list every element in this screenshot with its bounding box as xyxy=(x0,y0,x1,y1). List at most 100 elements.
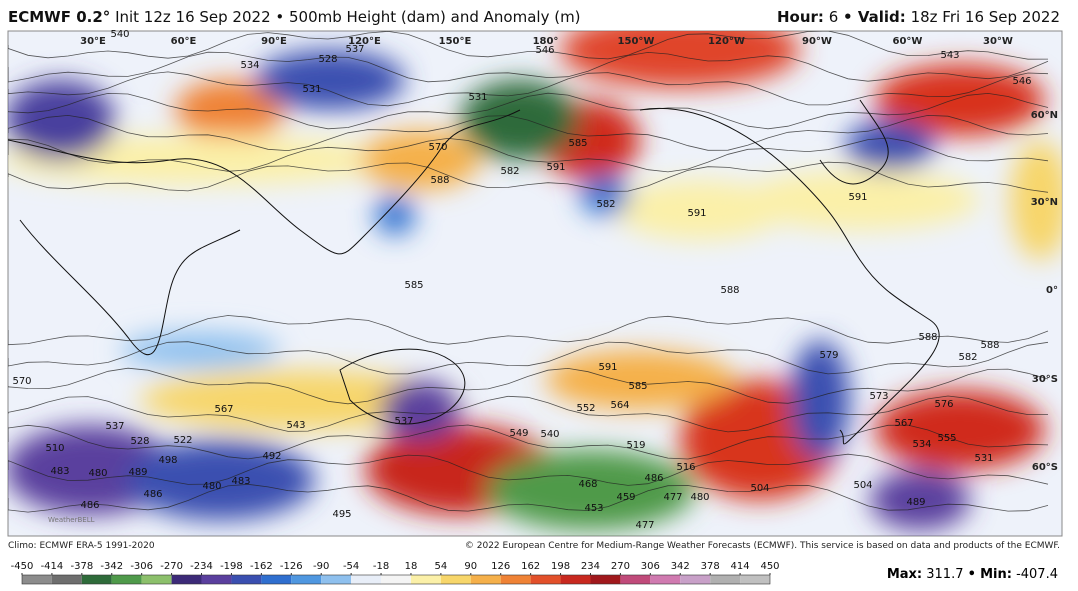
colorbar-bin xyxy=(201,575,232,584)
contour-label: 537 xyxy=(345,44,364,55)
title: Init 12z 16 Sep 2022 • 500mb Height (dam… xyxy=(115,8,581,26)
anomaly-blob xyxy=(545,350,735,410)
separator: • xyxy=(967,567,976,582)
contour-label: 477 xyxy=(663,492,682,503)
contour-label: 534 xyxy=(912,439,931,450)
anomaly-blob xyxy=(1010,140,1062,260)
contour-label: 522 xyxy=(173,435,192,446)
contour-label: 528 xyxy=(318,54,337,65)
coastlines xyxy=(8,99,940,445)
colorbar-bin xyxy=(261,575,292,584)
colorbar: -450 -414 -378 -342 -306 -270 -234 -198 -162 -126… xyxy=(11,561,780,585)
anomaly-blob xyxy=(255,50,405,110)
colorbar-bin xyxy=(470,575,501,584)
contour-label: 591 xyxy=(546,162,565,173)
colorbar-label: -378 xyxy=(70,561,93,572)
colorbar-label: 378 xyxy=(701,561,720,572)
contour-line xyxy=(8,453,1049,486)
colorbar-bin xyxy=(141,575,172,584)
max: 311.7 xyxy=(926,567,964,582)
contour-line xyxy=(8,137,1049,173)
colorbar-bin xyxy=(22,575,52,584)
contour-line xyxy=(8,31,1049,60)
contour-line xyxy=(8,114,1049,152)
colorbar-bin xyxy=(51,575,82,584)
hour: 6 xyxy=(828,8,839,26)
colorbar-label: -126 xyxy=(280,561,303,572)
contour-label: 534 xyxy=(240,60,259,71)
latitude-label: 60°S xyxy=(1032,462,1058,473)
colorbar-bin xyxy=(410,575,441,584)
contour-label: 579 xyxy=(819,350,838,361)
anomaly-blob xyxy=(870,470,970,530)
colorbar-label: 270 xyxy=(611,561,630,572)
contour-line xyxy=(8,161,1049,193)
contour-label: 567 xyxy=(894,418,913,429)
contour-label: 480 xyxy=(88,468,107,479)
anomaly-blob xyxy=(175,80,285,140)
contour-label: 480 xyxy=(690,492,709,503)
contour-label: 588 xyxy=(720,285,739,296)
latitude-label: 30°S xyxy=(1032,374,1058,385)
longitude-label: 60°E xyxy=(171,36,197,47)
contour-label: 498 xyxy=(158,455,177,466)
colorbar-bin xyxy=(740,575,770,584)
colorbar-label: -306 xyxy=(130,561,153,572)
contour-label: 549 xyxy=(509,428,528,439)
latitude-label: 30°N xyxy=(1031,197,1058,208)
contour-label: 585 xyxy=(628,381,647,392)
contour-label: 540 xyxy=(110,29,129,40)
contour-line xyxy=(8,483,1049,513)
contour-label: 492 xyxy=(262,451,281,462)
colorbar-label: 198 xyxy=(551,561,570,572)
contour-label: 483 xyxy=(231,476,250,487)
contours xyxy=(8,31,1049,513)
colorbar-label: -198 xyxy=(220,561,243,572)
longitude-label: 90°W xyxy=(802,36,832,47)
colorbar-label: -54 xyxy=(343,561,359,572)
contour-label: 582 xyxy=(958,352,977,363)
colorbar-bin xyxy=(650,575,681,584)
longitude-label: 90°E xyxy=(261,36,287,47)
colorbar-bin xyxy=(530,575,561,584)
contour-line xyxy=(8,341,1049,375)
contour-label: 588 xyxy=(430,175,449,186)
colorbar-bin xyxy=(111,575,142,584)
colorbar-bin xyxy=(710,575,741,584)
longitude-label: 150°E xyxy=(439,36,472,47)
colorbar-label: 54 xyxy=(435,561,448,572)
contour-label: 468 xyxy=(578,479,597,490)
colorbar-bin xyxy=(171,575,202,584)
colorbar-bin xyxy=(291,575,322,584)
colorbar-label: 90 xyxy=(464,561,477,572)
colorbar-label: -450 xyxy=(11,561,34,572)
anomaly-blob xyxy=(485,450,695,530)
colorbar-bin xyxy=(680,575,711,584)
contour-label: 573 xyxy=(869,391,888,402)
colorbar-label: -18 xyxy=(373,561,389,572)
contour-line xyxy=(8,315,1049,346)
contour-label: 486 xyxy=(143,489,162,500)
anomaly-blob xyxy=(845,120,935,170)
contour-label: 540 xyxy=(540,429,559,440)
contour-label: 552 xyxy=(576,403,595,414)
contour-label: 531 xyxy=(302,84,321,95)
model: ECMWF 0.2° xyxy=(8,8,111,26)
contour-label: 555 xyxy=(937,433,956,444)
contour-label: 516 xyxy=(676,462,695,473)
longitude-label: 180° xyxy=(533,36,559,47)
colorbar-label: 450 xyxy=(760,561,779,572)
contour-label: 459 xyxy=(616,492,635,503)
contour-label: 504 xyxy=(853,480,872,491)
contour-label: 591 xyxy=(687,208,706,219)
anomaly-blob xyxy=(560,31,800,88)
contour-label: 480 xyxy=(202,481,221,492)
header-right: Hour: 6 • Valid: 18z Fri 16 Sep 2022 xyxy=(777,8,1060,26)
contour-label: 483 xyxy=(50,466,69,477)
stats: Max: 311.7 • Min: -407.4 xyxy=(887,567,1058,582)
contour-label: 588 xyxy=(980,340,999,351)
colorbar-label: -234 xyxy=(190,561,213,572)
contour-label: 576 xyxy=(934,399,953,410)
